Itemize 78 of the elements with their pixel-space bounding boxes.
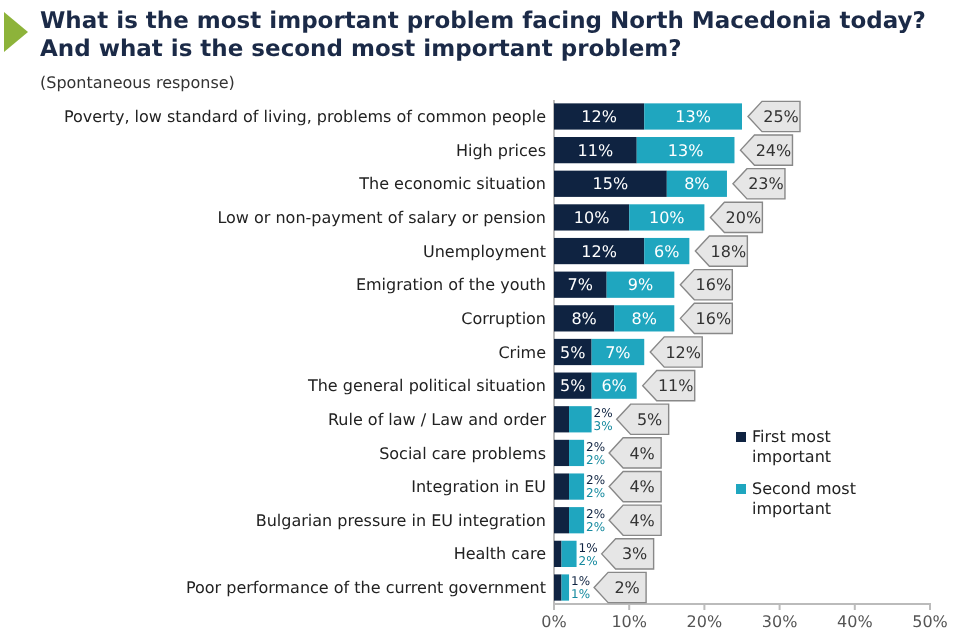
- y-tick-label: The general political situation: [305, 377, 546, 396]
- bar: [554, 204, 630, 231]
- data-label: 8%: [571, 309, 598, 328]
- bar: [561, 540, 577, 567]
- data-label: 8%: [631, 309, 658, 328]
- data-label: 9%: [627, 276, 654, 295]
- bar: [644, 103, 742, 130]
- bar: [554, 574, 562, 601]
- y-tick-label: High prices: [455, 141, 546, 160]
- x-tick-label: 30%: [761, 613, 799, 632]
- data-label: 5%: [560, 343, 587, 362]
- y-tick-label: Integration in EU: [411, 478, 547, 497]
- x-tick-label: 20%: [686, 613, 723, 632]
- data-label: 7%: [567, 276, 594, 295]
- total-label: 5%: [636, 410, 664, 429]
- data-label: 6%: [601, 377, 628, 396]
- y-tick-label: Crime: [498, 343, 547, 362]
- data-label: 6%: [654, 242, 681, 261]
- total-label: 16%: [695, 309, 732, 328]
- legend-label: Second most important: [752, 480, 856, 518]
- data-label: 8%: [684, 175, 711, 194]
- total-label: 23%: [748, 175, 785, 194]
- total-label: 18%: [710, 242, 747, 261]
- total-label: 3%: [621, 545, 649, 564]
- data-label: 10%: [573, 209, 611, 228]
- bar: [554, 170, 667, 197]
- total-label: 4%: [629, 478, 656, 497]
- bar: [554, 103, 645, 130]
- y-tick-label: Corruption: [461, 309, 546, 328]
- bar: [569, 473, 585, 500]
- data-label: 13%: [667, 141, 705, 160]
- data-label: 13%: [675, 108, 712, 127]
- data-label: 12%: [581, 242, 618, 261]
- y-tick-label: Poverty, low standard of living, problems of common people: [63, 108, 547, 127]
- x-tick-label: 40%: [837, 613, 874, 632]
- bar: [554, 507, 570, 534]
- x-tick-label: 10%: [611, 613, 648, 632]
- bar: [569, 507, 585, 534]
- bar: [561, 574, 570, 601]
- total-label: 12%: [665, 343, 702, 362]
- total-label: 11%: [657, 377, 695, 396]
- bar: [554, 237, 645, 265]
- y-tick-label: Poor performance of the current government: [185, 579, 546, 598]
- y-tick-label: Unemployment: [423, 242, 546, 261]
- bar: [554, 540, 562, 567]
- total-label: 16%: [695, 276, 732, 295]
- total-label: 4%: [629, 444, 656, 463]
- data-label: 11%: [577, 141, 614, 160]
- legend-label: First most important: [752, 428, 832, 466]
- bar: [569, 406, 592, 433]
- text: (Spontaneous response): [40, 74, 235, 92]
- x-tick-label: 0%: [541, 613, 568, 632]
- data-label: 10%: [649, 209, 686, 228]
- y-tick-label: Rule of law / Law and order: [327, 410, 548, 429]
- y-tick-label: Emigration of the youth: [355, 276, 546, 295]
- y-tick-label: Low or non-payment of salary or pension: [217, 209, 546, 228]
- bar: [636, 137, 735, 164]
- y-tick-label: Social care problems: [379, 444, 546, 463]
- bar: [554, 439, 570, 467]
- data-label: 12%: [581, 108, 618, 127]
- bar: [554, 473, 570, 500]
- total-label: 2%: [614, 579, 641, 598]
- x-tick-label: 50%: [912, 613, 949, 632]
- y-tick-label: Health care: [453, 545, 547, 564]
- data-label: 15%: [592, 175, 629, 194]
- total-label: 25%: [763, 108, 800, 127]
- y-tick-label: Bulgarian pressure in EU integration: [255, 511, 546, 530]
- bar: [554, 137, 637, 164]
- bar: [569, 439, 585, 467]
- data-label: 7%: [605, 343, 632, 362]
- total-label: 24%: [755, 141, 793, 160]
- total-label: 4%: [629, 511, 656, 530]
- total-label: 20%: [725, 209, 762, 228]
- chart-title: What is the most important problem facing North Macedonia today? And what is the second most important problem?: [40, 6, 926, 62]
- y-tick-label: The economic situation: [357, 175, 546, 194]
- bar: [629, 204, 705, 231]
- data-label: 5%: [560, 377, 587, 396]
- bar: [554, 406, 570, 433]
